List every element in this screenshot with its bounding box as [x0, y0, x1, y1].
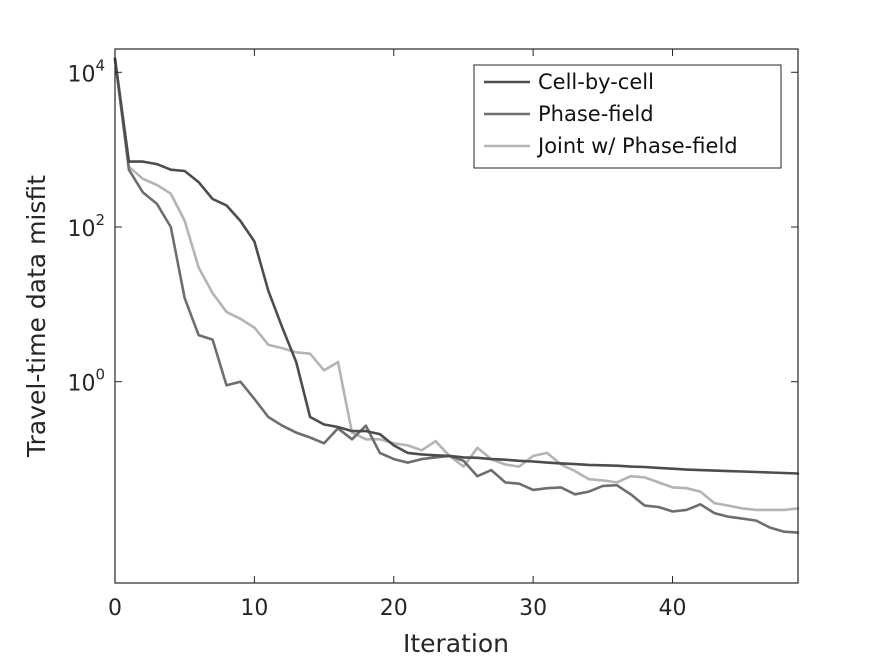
y-tick-label: 102 — [67, 211, 105, 242]
legend: Cell-by-cell Phase-field Joint w/ Phase-fi… — [473, 64, 782, 169]
y-tick-label: 104 — [67, 56, 105, 87]
x-axis-label: Iteration — [403, 629, 509, 658]
x-tick-label: 20 — [380, 596, 408, 621]
x-tick-label: 30 — [519, 596, 547, 621]
x-tick-label: 10 — [240, 596, 268, 621]
series-line-2 — [113, 57, 800, 512]
y-axis-label: Travel-time data misfit — [22, 175, 51, 458]
legend-label-2: Joint w/ Phase-field — [536, 134, 738, 158]
series-line-1 — [113, 57, 800, 534]
plot-frame — [114, 48, 799, 584]
y-tick-label: 100 — [67, 366, 105, 397]
legend-entries: Cell-by-cell Phase-field Joint w/ Phase-fi… — [484, 70, 738, 158]
tick-layer: 0 10 20 30 40 100 102 104 — [67, 49, 798, 621]
series-line-0 — [113, 57, 800, 475]
series-layer — [113, 57, 800, 534]
legend-label-0: Cell-by-cell — [538, 70, 654, 94]
x-tick-label: 40 — [659, 596, 687, 621]
legend-label-1: Phase-field — [538, 102, 654, 126]
x-tick-label: 0 — [108, 596, 122, 621]
